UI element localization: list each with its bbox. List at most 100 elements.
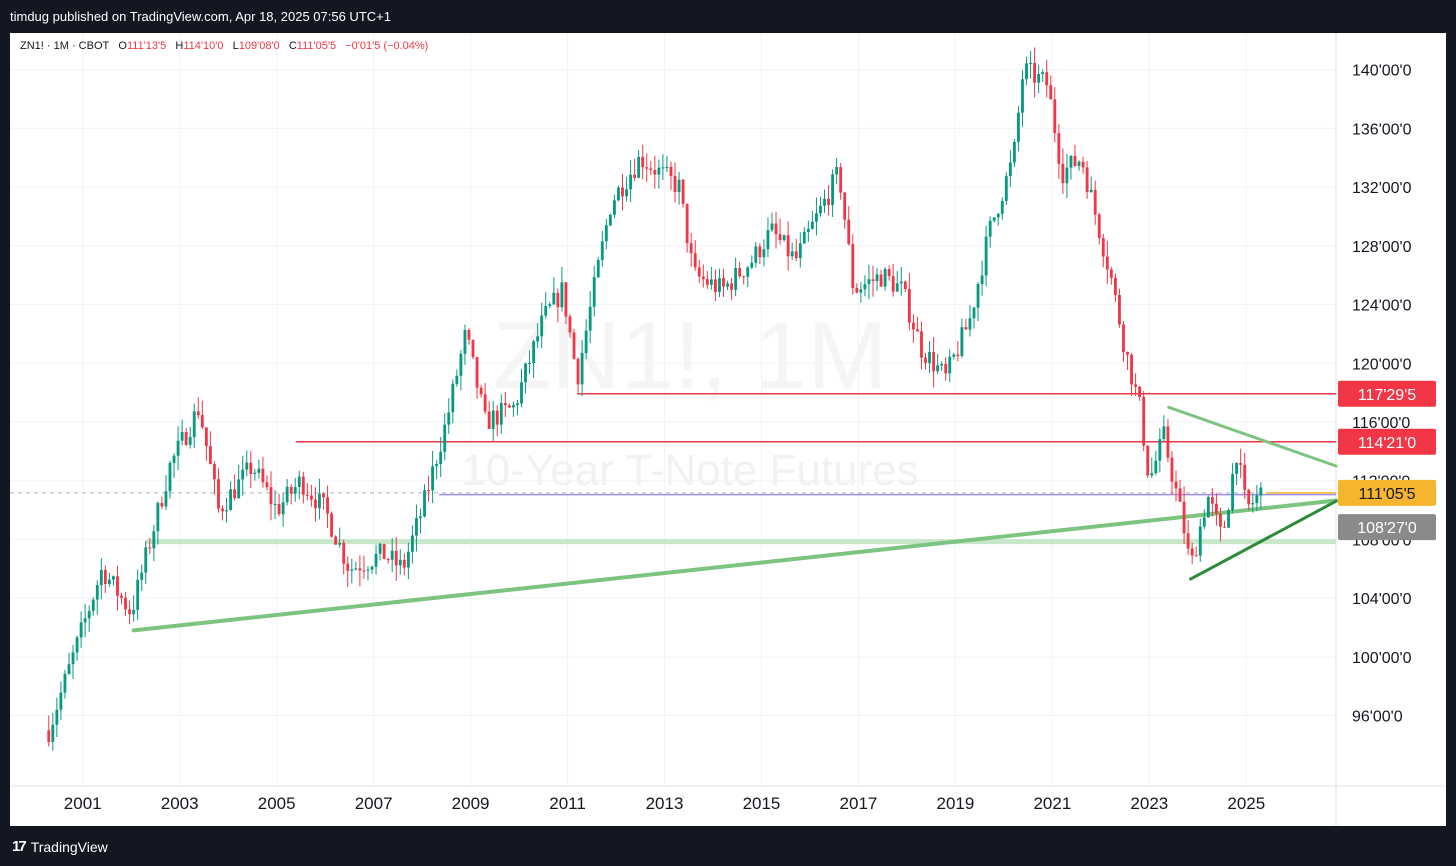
candle-body	[1053, 99, 1057, 134]
candle-body	[208, 446, 212, 465]
price-label-box	[1338, 479, 1436, 506]
candle-body	[128, 609, 132, 615]
candle-body	[370, 566, 374, 570]
candle-body	[863, 284, 867, 290]
candle-body	[928, 352, 931, 364]
candle-body	[47, 730, 51, 742]
candle-body	[59, 692, 63, 710]
candle-body	[576, 358, 580, 385]
candle-body	[152, 531, 156, 549]
candle-body	[968, 318, 972, 330]
candle-body	[1214, 503, 1218, 514]
candle-body	[544, 305, 548, 316]
candle-body	[1113, 277, 1117, 295]
candle-body	[237, 479, 241, 499]
candle-body	[604, 225, 608, 242]
candle-body	[552, 292, 556, 305]
candle-body	[887, 269, 891, 277]
candle-body	[734, 268, 738, 290]
candle-body	[221, 508, 224, 512]
candle-body	[475, 357, 479, 388]
high-label: H	[175, 40, 184, 52]
candle-body	[75, 637, 79, 653]
candle-body	[738, 268, 742, 277]
candle-body	[116, 576, 119, 596]
price-labels: 117'29'5 114'21'0 111'05'5 108'27'0	[1338, 380, 1436, 541]
candle-body	[911, 322, 915, 330]
candle-body	[669, 166, 673, 177]
candle-body	[1150, 473, 1154, 476]
candle-body	[1202, 517, 1206, 527]
symbol-info[interactable]: ZN1! · 1M · CBOT	[20, 40, 110, 52]
price-label: 114'21'0	[1358, 435, 1416, 452]
candle-body	[746, 267, 750, 277]
close-value: 111'05'5	[296, 40, 337, 52]
candle-body	[1162, 426, 1166, 440]
candle-body	[677, 179, 681, 192]
candle-body	[439, 451, 443, 465]
candle-body	[851, 244, 855, 288]
candle-body	[895, 283, 899, 292]
x-tick-label: 2021	[1033, 794, 1071, 813]
candle-body	[1101, 238, 1105, 257]
candle-body	[67, 664, 71, 674]
trendline	[1167, 405, 1338, 468]
candle-body	[196, 411, 200, 416]
candle-body	[612, 200, 616, 215]
ohlc-legend: ZN1! · 1M · CBOT O111'13'5 H114'10'0 L10…	[20, 40, 428, 52]
candle-body	[1045, 72, 1049, 86]
candle-body	[200, 415, 204, 428]
x-tick-label: 2007	[355, 794, 393, 813]
candle-body	[402, 559, 406, 568]
tradingview-logo[interactable]: 17 TradingView	[12, 838, 108, 855]
candle-body	[1255, 495, 1259, 504]
candle-body	[1182, 501, 1186, 534]
candle-body	[322, 493, 325, 498]
candle-body	[802, 231, 806, 244]
candle-body	[536, 336, 540, 342]
candle-body	[871, 279, 875, 281]
candle-body	[992, 217, 996, 221]
candle-body	[87, 610, 91, 619]
candle-body	[1089, 189, 1093, 193]
candles	[47, 47, 1263, 751]
candle-body	[172, 455, 176, 463]
candle-body	[964, 327, 968, 330]
candle-body	[1134, 384, 1138, 387]
candle-body	[176, 440, 180, 456]
candle-body	[459, 353, 463, 376]
candle-body	[726, 283, 729, 287]
candle-body	[1243, 464, 1247, 490]
candle-body	[1061, 163, 1065, 184]
candle-body	[980, 275, 984, 285]
watermark-symbol: ZN1!, 1M	[493, 302, 888, 409]
candle-body	[156, 503, 160, 532]
price-chart[interactable]: ZN1!, 1M 10-Year T-Note Futures 2001 2003…	[10, 33, 1446, 826]
candle-body	[479, 387, 483, 395]
candle-body	[532, 341, 536, 364]
candle-body	[1174, 481, 1178, 489]
candle-body	[188, 436, 192, 445]
open-label: O	[118, 40, 127, 52]
candle-body	[673, 176, 677, 192]
candle-body	[940, 363, 944, 366]
candle-body	[301, 476, 305, 495]
candle-body	[451, 383, 455, 413]
candle-body	[277, 504, 281, 515]
candle-body	[1186, 533, 1190, 549]
x-tick-label: 2003	[161, 794, 199, 813]
brand-name: TradingView	[30, 838, 108, 855]
candle-body	[326, 497, 329, 514]
candle-body	[839, 167, 843, 193]
candle-body	[1146, 445, 1150, 476]
low-label: L	[232, 40, 239, 52]
candle-body	[859, 289, 863, 293]
x-tick-label: 2009	[452, 794, 490, 813]
candle-body	[415, 518, 418, 536]
candle-body	[184, 431, 188, 445]
chart-area[interactable]: ZN1!, 1M 10-Year T-Note Futures 2001 2003…	[10, 33, 1446, 826]
candle-body	[629, 174, 632, 190]
candle-body	[342, 542, 346, 564]
candle-body	[1000, 200, 1004, 214]
candle-body	[382, 543, 386, 560]
